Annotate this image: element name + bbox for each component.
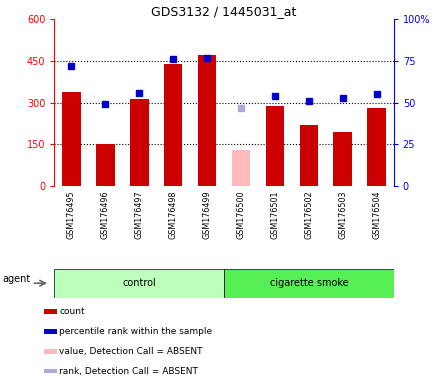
Bar bbox=[54, 269, 224, 298]
Text: GSM176495: GSM176495 bbox=[67, 190, 76, 239]
Bar bbox=[96, 144, 114, 186]
Bar bbox=[130, 99, 148, 186]
Bar bbox=[43, 329, 56, 334]
Text: GSM176502: GSM176502 bbox=[304, 190, 312, 239]
Text: GSM176498: GSM176498 bbox=[168, 190, 177, 239]
Text: cigarette smoke: cigarette smoke bbox=[269, 278, 347, 288]
Text: GSM176501: GSM176501 bbox=[270, 190, 279, 239]
Bar bbox=[299, 125, 317, 186]
Bar bbox=[197, 55, 216, 186]
Text: value, Detection Call = ABSENT: value, Detection Call = ABSENT bbox=[59, 347, 202, 356]
Text: GSM176499: GSM176499 bbox=[202, 190, 211, 239]
Text: agent: agent bbox=[3, 274, 31, 284]
Bar bbox=[367, 108, 385, 186]
Text: GSM176504: GSM176504 bbox=[372, 190, 380, 239]
Bar bbox=[43, 309, 56, 314]
Text: count: count bbox=[59, 307, 85, 316]
Bar bbox=[164, 64, 182, 186]
Bar bbox=[265, 106, 283, 186]
Bar bbox=[224, 269, 393, 298]
Bar bbox=[62, 92, 80, 186]
Text: GSM176503: GSM176503 bbox=[338, 190, 346, 239]
Text: GSM176496: GSM176496 bbox=[101, 190, 109, 239]
Bar bbox=[231, 150, 250, 186]
Text: control: control bbox=[122, 278, 156, 288]
Title: GDS3132 / 1445031_at: GDS3132 / 1445031_at bbox=[151, 5, 296, 18]
Bar bbox=[43, 349, 56, 354]
Text: GSM176500: GSM176500 bbox=[236, 190, 245, 239]
Text: percentile rank within the sample: percentile rank within the sample bbox=[59, 327, 212, 336]
Text: GSM176497: GSM176497 bbox=[135, 190, 143, 239]
Text: rank, Detection Call = ABSENT: rank, Detection Call = ABSENT bbox=[59, 367, 197, 376]
Bar bbox=[333, 132, 351, 186]
Bar bbox=[43, 369, 56, 373]
